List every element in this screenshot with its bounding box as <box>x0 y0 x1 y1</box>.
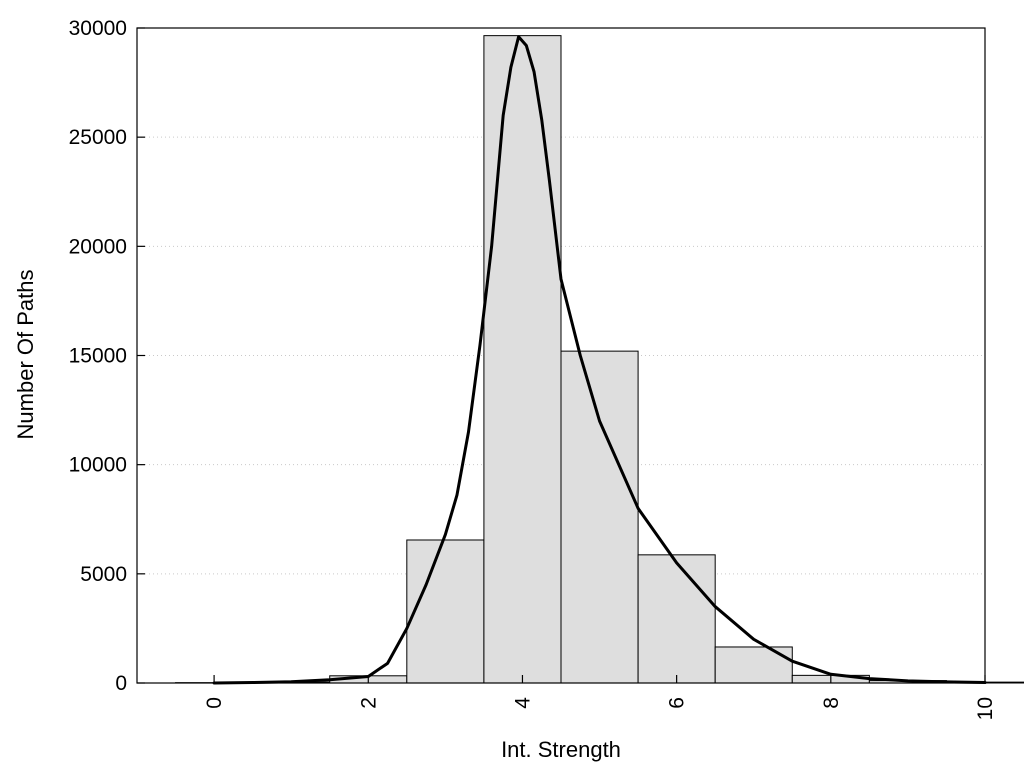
y-tick-label: 20000 <box>69 235 127 258</box>
y-tick-label: 5000 <box>80 563 127 586</box>
x-tick-label: 2 <box>357 697 380 709</box>
histogram-bars <box>175 35 1024 684</box>
x-tick-label: 10 <box>974 697 997 720</box>
x-tick-label: 6 <box>666 697 689 709</box>
histogram-bar <box>637 554 716 684</box>
distribution-curve <box>212 35 987 685</box>
x-tick-label: 8 <box>820 697 843 709</box>
y-tick-label: 10000 <box>69 454 127 477</box>
y-tick-label: 25000 <box>69 126 127 149</box>
histogram-bar <box>560 350 639 684</box>
x-tick-label: 4 <box>511 697 534 709</box>
histogram-bar <box>714 646 793 684</box>
y-axis-label: Number Of Paths <box>13 270 38 440</box>
tick-labels: 0 5000 10000 15000 20000 25000 30000 0 2 4 6 8 10 <box>69 17 997 720</box>
y-tick-label: 0 <box>115 672 127 695</box>
histogram-bar <box>483 35 562 684</box>
distribution-curve-layer <box>212 35 987 685</box>
y-tick-label: 30000 <box>69 17 127 40</box>
x-tick-label: 0 <box>203 697 226 709</box>
y-tick-label: 15000 <box>69 345 127 368</box>
axis-ticks <box>137 27 986 684</box>
histogram-bar <box>406 539 485 684</box>
x-axis-label: Int. Strength <box>501 737 621 762</box>
